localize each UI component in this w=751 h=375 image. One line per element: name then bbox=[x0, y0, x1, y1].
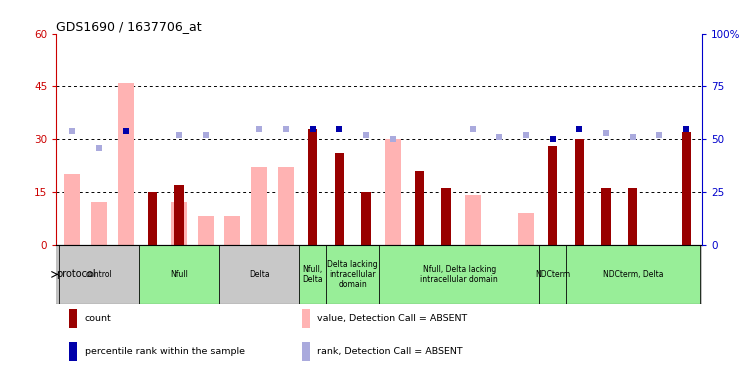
Bar bbox=[460, 244, 486, 304]
Text: protocol: protocol bbox=[56, 269, 95, 279]
Bar bbox=[602, 188, 611, 244]
Point bbox=[93, 145, 105, 151]
Bar bbox=[681, 132, 691, 244]
Bar bbox=[225, 216, 240, 244]
Point bbox=[66, 128, 78, 134]
Text: rank, Detection Call = ABSENT: rank, Detection Call = ABSENT bbox=[317, 347, 463, 356]
Bar bbox=[352, 244, 379, 304]
Point bbox=[253, 126, 265, 132]
Point bbox=[600, 130, 612, 136]
Bar bbox=[139, 244, 166, 304]
Bar bbox=[59, 244, 86, 304]
Text: NDCterm: NDCterm bbox=[535, 270, 570, 279]
Text: Delta lacking
intracellular
domain: Delta lacking intracellular domain bbox=[327, 260, 378, 289]
Bar bbox=[246, 244, 273, 304]
Bar bbox=[361, 192, 370, 244]
Bar bbox=[273, 244, 299, 304]
Bar bbox=[192, 244, 219, 304]
Point bbox=[653, 132, 665, 138]
Bar bbox=[334, 153, 344, 244]
Text: Nfull: Nfull bbox=[170, 270, 188, 279]
Point bbox=[119, 128, 131, 134]
Point bbox=[280, 126, 292, 132]
Text: Nfull, Delta lacking
intracellular domain: Nfull, Delta lacking intracellular domai… bbox=[421, 265, 498, 284]
Bar bbox=[620, 244, 646, 304]
Point bbox=[306, 126, 318, 132]
Bar bbox=[406, 244, 433, 304]
Text: Delta: Delta bbox=[249, 270, 270, 279]
Point bbox=[547, 136, 559, 142]
Bar bbox=[251, 167, 267, 244]
Point bbox=[200, 132, 212, 138]
Bar bbox=[139, 244, 219, 304]
Point bbox=[627, 134, 639, 140]
Point bbox=[173, 132, 185, 138]
Bar bbox=[379, 244, 406, 304]
Bar bbox=[433, 244, 460, 304]
Text: value, Detection Call = ABSENT: value, Detection Call = ABSENT bbox=[317, 314, 468, 322]
Bar bbox=[219, 244, 299, 304]
Bar bbox=[326, 244, 352, 304]
Bar bbox=[593, 244, 620, 304]
Bar bbox=[59, 244, 139, 304]
Text: control: control bbox=[86, 270, 113, 279]
Text: count: count bbox=[85, 314, 111, 322]
Point bbox=[333, 126, 345, 132]
Bar bbox=[385, 139, 400, 244]
Point bbox=[520, 132, 532, 138]
Text: GDS1690 / 1637706_at: GDS1690 / 1637706_at bbox=[56, 20, 202, 33]
Bar bbox=[539, 244, 566, 304]
Bar bbox=[518, 213, 534, 244]
Bar bbox=[465, 195, 481, 244]
Bar bbox=[326, 244, 379, 304]
Point bbox=[574, 126, 586, 132]
Point bbox=[493, 134, 505, 140]
Bar bbox=[575, 139, 584, 244]
Bar bbox=[539, 244, 566, 304]
Bar bbox=[65, 174, 80, 244]
Bar bbox=[174, 185, 184, 244]
Bar bbox=[442, 188, 451, 244]
Bar bbox=[415, 171, 424, 244]
Text: percentile rank within the sample: percentile rank within the sample bbox=[85, 347, 245, 356]
Bar bbox=[486, 244, 513, 304]
Text: NDCterm, Delta: NDCterm, Delta bbox=[602, 270, 663, 279]
Bar bbox=[513, 244, 539, 304]
Bar bbox=[566, 244, 593, 304]
Bar bbox=[379, 244, 539, 304]
Bar bbox=[548, 146, 557, 244]
Bar bbox=[628, 188, 638, 244]
Point bbox=[466, 126, 478, 132]
Point bbox=[680, 126, 692, 132]
Bar bbox=[91, 202, 107, 244]
Text: Nfull,
Delta: Nfull, Delta bbox=[302, 265, 323, 284]
Bar bbox=[302, 309, 309, 328]
Bar bbox=[673, 244, 699, 304]
Bar bbox=[69, 309, 77, 328]
Bar bbox=[308, 129, 317, 244]
Bar bbox=[566, 244, 699, 304]
Bar bbox=[166, 244, 192, 304]
Bar bbox=[278, 167, 294, 244]
Point bbox=[387, 136, 399, 142]
Bar bbox=[113, 244, 139, 304]
Bar bbox=[86, 244, 113, 304]
Bar bbox=[69, 342, 77, 361]
Bar bbox=[148, 192, 157, 244]
Bar bbox=[302, 342, 309, 361]
Bar bbox=[118, 83, 134, 245]
Bar bbox=[198, 216, 214, 244]
Bar bbox=[171, 202, 187, 244]
Point bbox=[360, 132, 372, 138]
Bar bbox=[299, 244, 326, 304]
Bar bbox=[646, 244, 673, 304]
Bar bbox=[219, 244, 246, 304]
Bar bbox=[299, 244, 326, 304]
